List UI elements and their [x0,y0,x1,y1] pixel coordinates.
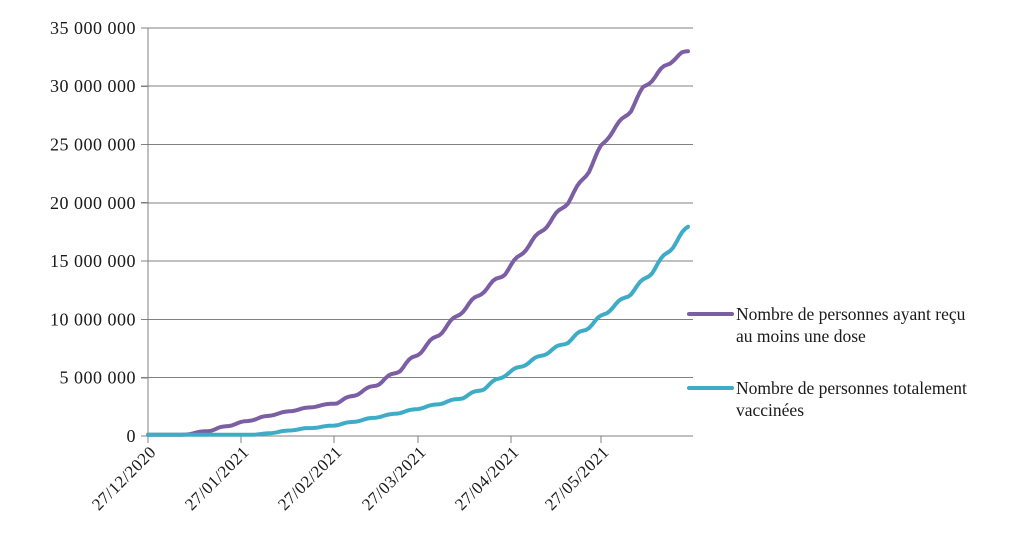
legend-entry-fully-vaccinated: Nombre de personnes totalement vaccinées [687,377,1017,421]
axes [141,27,693,443]
x-tick-label: 27/05/2021 [541,442,613,514]
y-tick-label: 25 000 000 [50,135,136,155]
y-tick-label: 5 000 000 [60,368,137,388]
x-tick-label: 27/02/2021 [274,442,346,514]
legend-label-fully-vaccinated: Nombre de personnes totalement vaccinées [736,377,967,421]
series-line-1 [146,224,690,437]
x-tick-label: 27/12/2020 [88,442,160,514]
chart-legend: Nombre de personnes ayant reçu au moins … [687,303,1017,421]
x-tick-label: 27/03/2021 [358,442,430,514]
x-tick-label: 27/01/2021 [181,442,253,514]
y-tick-label: 10 000 000 [50,309,136,329]
legend-label-line1: Nombre de personnes ayant reçu [736,304,966,324]
y-tick-label: 30 000 000 [50,76,136,96]
y-tick-label: 20 000 000 [50,193,136,213]
y-tick-label: 0 [127,426,137,446]
legend-entry-first-dose: Nombre de personnes ayant reçu au moins … [687,303,1017,347]
legend-marker-fully-vaccinated [687,386,734,390]
legend-marker-first-dose [687,312,734,316]
legend-label-line2: au moins une dose [736,326,866,346]
y-tick-labels: 0 5 000 000 10 000 000 15 000 000 20 000 000… [50,18,136,446]
y-tick-label: 15 000 000 [50,251,136,271]
series-line-0 [146,49,690,437]
legend-label-line1: Nombre de personnes totalement [736,378,967,398]
x-tick-label: 27/04/2021 [451,442,523,514]
y-tick-label: 35 000 000 [50,18,136,38]
legend-label-line2: vaccinées [736,400,805,420]
gridlines [148,27,693,379]
legend-label-first-dose: Nombre de personnes ayant reçu au moins … [736,303,965,347]
x-tick-labels: 27/12/2020 27/01/2021 27/02/2021 27/03/2021… [88,442,613,514]
